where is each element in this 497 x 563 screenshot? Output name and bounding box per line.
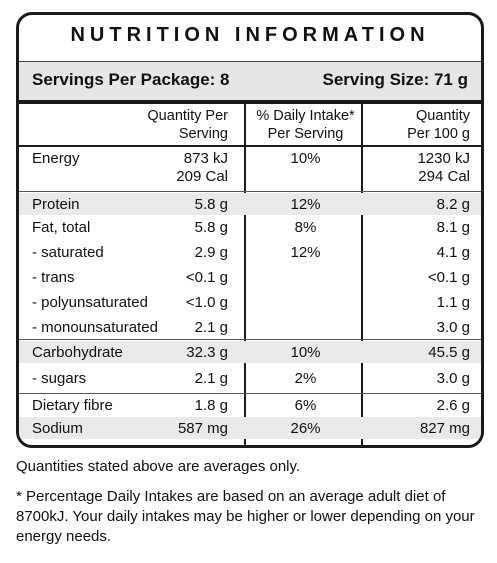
row-per100: 45.5 g	[428, 344, 470, 361]
header-qty-per-100g-line1: Quantity	[416, 108, 470, 124]
header-daily-intake: % Daily Intake* Per Serving	[248, 107, 363, 143]
row-qty: 2.1 g	[194, 370, 228, 387]
row-divider	[19, 145, 481, 147]
row-qty: 873 kJ	[183, 150, 228, 167]
header-qty-per-serving-line1: Quantity Per	[147, 108, 228, 124]
row-per100: <0.1 g	[427, 269, 470, 286]
row-label: - trans	[32, 269, 75, 286]
row-qty: 32.3 g	[186, 344, 228, 361]
header-qty-per-100g-line2: Per 100 g	[407, 126, 470, 142]
row-label: - saturated	[32, 244, 104, 261]
servings-per-package: Servings Per Package: 8	[32, 70, 230, 89]
row-qty: 1.8 g	[194, 397, 228, 414]
header-daily-intake-line2: Per Serving	[267, 126, 344, 142]
row-shade	[19, 193, 481, 215]
header-qty-per-100g: Quantity Per 100 g	[407, 107, 470, 143]
row-qty: 2.1 g	[194, 319, 228, 336]
header-divider	[19, 100, 481, 104]
row-daily-intake: 6%	[294, 397, 317, 414]
row-per100: 4.1 g	[436, 244, 470, 261]
row-shade	[19, 341, 481, 363]
row-per100: 1.1 g	[436, 294, 470, 311]
row-per100: 8.2 g	[436, 196, 470, 213]
row-daily-intake: 12%	[290, 244, 321, 261]
servings-bar: Servings Per Package: 8 Serving Size: 71…	[19, 61, 481, 100]
header-qty-per-serving-line2: Serving	[178, 126, 228, 142]
row-per100: 1230 kJ	[417, 150, 470, 167]
row-qty: 5.8 g	[194, 219, 228, 236]
row-qty: 5.8 g	[194, 196, 228, 213]
row-per100: 2.6 g	[436, 397, 470, 414]
row-per100: 3.0 g	[436, 319, 470, 336]
row-per100: 827 mg	[419, 420, 470, 437]
row-label: Carbohydrate	[32, 344, 123, 361]
row-daily-intake: 10%	[290, 344, 321, 361]
serving-size: Serving Size: 71 g	[322, 70, 469, 89]
row-label: - monounsaturated	[32, 319, 158, 336]
row-label: Energy	[32, 150, 80, 167]
column-divider	[361, 104, 363, 445]
row-label: Dietary fibre	[32, 397, 113, 414]
row-daily-intake: 10%	[290, 150, 321, 167]
row-label: - sugars	[32, 370, 87, 387]
row-qty-cal: 209 Cal	[176, 168, 228, 185]
row-daily-intake: 2%	[294, 370, 317, 387]
averages-note: Quantities stated above are averages onl…	[16, 458, 301, 475]
row-qty: <0.1 g	[185, 269, 228, 286]
row-label: Fat, total	[32, 219, 91, 236]
row-qty: 587 mg	[177, 420, 228, 437]
panel-title: NUTRITION INFORMATION	[70, 24, 430, 46]
row-divider	[19, 393, 481, 394]
header-daily-intake-line1: % Daily Intake*	[256, 108, 355, 124]
row-label: Sodium	[32, 420, 83, 437]
row-divider	[19, 339, 481, 340]
row-label: Protein	[32, 196, 80, 213]
footnote: * Percentage Daily Intakes are based on …	[16, 488, 475, 545]
row-daily-intake: 12%	[290, 196, 321, 213]
row-divider	[19, 191, 481, 192]
row-daily-intake: 26%	[290, 420, 321, 437]
column-divider	[244, 104, 246, 445]
row-per100-cal: 294 Cal	[418, 168, 470, 185]
row-qty: <1.0 g	[185, 294, 228, 311]
header-qty-per-serving: Quantity Per Serving	[147, 107, 228, 143]
nutrition-panel: NUTRITION INFORMATION Servings Per Packa…	[16, 12, 484, 448]
row-shade	[19, 417, 481, 439]
row-per100: 3.0 g	[436, 370, 470, 387]
row-daily-intake: 8%	[294, 219, 317, 236]
row-label: - polyunsaturated	[32, 294, 148, 311]
row-per100: 8.1 g	[436, 219, 470, 236]
row-qty: 2.9 g	[194, 244, 228, 261]
